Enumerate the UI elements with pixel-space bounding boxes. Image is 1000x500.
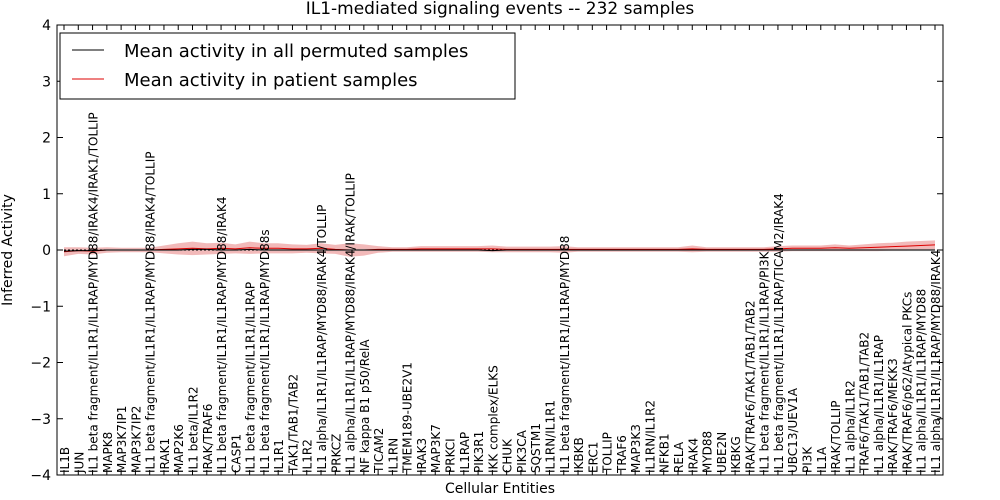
x-category-label: MAP2K6 (172, 424, 186, 473)
x-category-label: IRAK/TRAF6/p62/Atypical PKCs (900, 292, 914, 473)
x-category-label: IL1RAP (458, 432, 472, 473)
x-category-label: IKK complex/ELKS (486, 365, 500, 473)
x-category-label: IL1A (815, 446, 829, 473)
x-category-label: IRAK/TRAF6/MEKK3 (886, 358, 900, 473)
x-category-label: IL1 alpha/IL1R1/IL1RAP/MYD88/IRAK4/IRAK/… (344, 173, 358, 473)
y-tick-label: −4 (30, 468, 51, 484)
y-tick-label: −1 (30, 299, 51, 315)
x-category-label: UBE2N (715, 432, 729, 473)
x-category-label: IL1RN/IL1R1 (544, 400, 558, 473)
x-category-label: IL1RN/IL1R2 (643, 400, 657, 473)
x-category-label: MYD88 (701, 431, 715, 473)
x-category-label: CHUK (501, 438, 515, 473)
x-category-label: IL1R2 (301, 439, 315, 473)
y-tick-label: 4 (42, 18, 51, 34)
x-category-label: PIK3R1 (472, 431, 486, 473)
x-category-label: CASP1 (229, 434, 243, 473)
chart-title: IL1-mediated signaling events -- 232 sam… (306, 0, 695, 19)
x-category-label: IKBKG (729, 436, 743, 473)
legend-label-patient: Mean activity in patient samples (124, 70, 418, 91)
x-category-label: SQSTM1 (529, 423, 543, 473)
y-tick-label: 1 (42, 187, 51, 203)
x-category-label: IRAK/TRAF6/TAK1/TAB1/TAB2 (743, 300, 757, 473)
patient-series-line (63, 244, 936, 253)
x-category-label: IRAK1 (158, 438, 172, 473)
x-axis-label: Cellular Entities (445, 481, 555, 497)
legend-box (59, 32, 516, 100)
x-category-label: IL1 alpha/IL1R1/IL1RAP/MYD88 (915, 289, 929, 473)
plot-frame (56, 24, 944, 476)
x-category-label: TAK1/TAB1/TAB2 (287, 374, 301, 474)
legend-label-permuted: Mean activity in all permuted samples (124, 41, 468, 62)
x-category-label: IRAK/TOLLIP (829, 401, 843, 473)
patient-activity-band (64, 240, 935, 257)
x-category-label: JUN (72, 452, 86, 474)
x-category-label: PI3K (801, 446, 815, 473)
x-category-label: IRAK4 (686, 438, 700, 473)
x-category-label: IRAK/TRAF6 (201, 404, 215, 473)
x-category-label: MAP3K7 (429, 424, 443, 473)
x-category-label: IRAK3 (415, 438, 429, 473)
x-category-label: IL1 alpha/IL1R1/IL1RAP (872, 335, 886, 473)
x-category-label: TICAM2 (372, 428, 386, 474)
x-category-label: TRAF6/TAK1/TAB1/TAB2 (858, 332, 872, 474)
x-category-label: IL1 beta fragment/IL1R1/IL1RAP/MYD88/IRA… (87, 112, 101, 473)
x-category-label: IL1 beta fragment/IL1R1/IL1RAP/MYD88 (558, 236, 572, 473)
x-category-label: IKBKB (572, 437, 586, 473)
y-tick-label: 0 (42, 243, 51, 259)
y-tick-label: −3 (30, 412, 51, 428)
y-tick-label: −2 (30, 356, 51, 372)
x-category-label: IL1 beta fragment/IL1R1/IL1RAP/PI3K (758, 250, 772, 473)
x-category-label: RELA (672, 441, 686, 473)
y-tick-label: 2 (42, 131, 51, 147)
x-category-label: IL1RN (386, 438, 400, 473)
x-category-label: IL1 beta/IL1R2 (187, 386, 201, 473)
x-category-label: TRAF6 (615, 435, 629, 474)
x-category-label: PRKCZ (329, 434, 343, 473)
x-category-label: IL1 beta fragment/IL1R1/IL1RAP/TICAM2/IR… (772, 193, 786, 473)
x-category-label: IL1B (58, 447, 72, 473)
x-category-label: PRKCI (444, 438, 458, 473)
x-category-label: IL1 beta fragment/IL1R1/IL1RAP (244, 282, 258, 473)
y-tick-label: 3 (42, 74, 51, 90)
x-category-label: IL1 alpha/IL1R1/IL1RAP/MYD88/IRAK4/TOLLI… (315, 205, 329, 473)
x-category-label: TMEM189-UBE2V1 (401, 362, 415, 474)
x-category-label: IL1R1 (272, 439, 286, 473)
x-category-label: NF kappa B1 p50/RelA (358, 339, 372, 473)
x-category-label: IL1 alpha/IL1R1/IL1RAP/MYD88/IRAK4 (929, 250, 943, 473)
legend: Mean activity in all permuted samples Me… (59, 32, 516, 100)
x-category-label: MAP3K7IP1 (115, 406, 129, 473)
x-category-label: UBC13/UEV1A (786, 387, 800, 473)
x-category-label: ERC1 (586, 442, 600, 473)
x-category-label: IL1 beta fragment/IL1R1/IL1RAP/MYD88s (258, 229, 272, 473)
x-category-label: NFKB1 (658, 433, 672, 473)
x-category-label: IL1 beta fragment/IL1R1/IL1RAP/MYD88/IRA… (144, 152, 158, 473)
x-category-label: IL1 beta fragment/IL1R1/IL1RAP/MYD88/IRA… (215, 196, 229, 473)
y-axis-label: Inferred Activity (0, 194, 16, 306)
x-category-label: MAP3K7IP2 (129, 406, 143, 473)
x-category-label: MAP3K3 (629, 424, 643, 473)
x-category-label: TOLLIP (601, 432, 615, 474)
x-category-label: PIK3CA (515, 429, 529, 473)
x-category-label: MAPK8 (101, 432, 115, 473)
x-category-label: IL1 alpha/IL1R2 (843, 380, 857, 473)
